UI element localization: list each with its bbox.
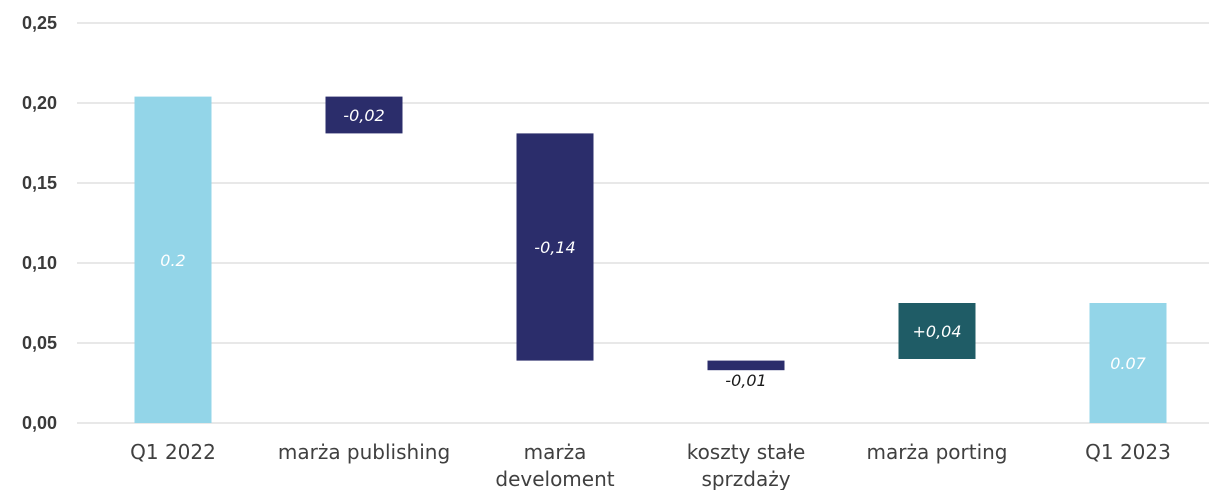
- bar-5: [898, 303, 976, 359]
- data-label-2: -0,02: [343, 106, 384, 125]
- data-label-5: +0,04: [912, 322, 961, 341]
- x-tick-label: marża: [524, 440, 587, 464]
- y-axis-ticks: 0,00 0,05 0,10 0,15 0,20 0,25: [22, 13, 57, 433]
- x-tick-label: Q1 2022: [130, 440, 216, 464]
- bars: [134, 96, 1167, 423]
- bar-2: [325, 96, 403, 134]
- bar-6: [1089, 303, 1167, 423]
- y-tick-label: 0,25: [22, 13, 57, 33]
- x-tick-label: develoment: [495, 467, 614, 490]
- x-tick-label: koszty stałe: [687, 440, 806, 464]
- y-tick-label: 0,20: [22, 93, 57, 113]
- x-tick-label: Q1 2023: [1085, 440, 1171, 464]
- x-tick-label: marża publishing: [278, 440, 450, 464]
- x-tick-label: marża porting: [867, 440, 1008, 464]
- data-labels: 0.2 -0,02 -0,14 -0,01 +0,04 0.07: [160, 106, 1147, 392]
- x-tick-label: sprzdaży: [701, 467, 790, 490]
- data-label-background: [720, 371, 772, 392]
- data-label-4: -0,01: [725, 371, 766, 390]
- x-axis-ticks: Q1 2022 marża publishing marża develoment ko…: [130, 440, 1171, 490]
- data-label-1: 0.2: [160, 251, 185, 270]
- y-tick-label: 0,00: [22, 413, 57, 433]
- data-label-6: 0.07: [1110, 354, 1146, 373]
- bar-1: [134, 96, 212, 423]
- y-tick-label: 0,15: [22, 173, 57, 193]
- bar-4: [707, 360, 785, 371]
- data-label-3: -0,14: [534, 238, 575, 257]
- gridlines: [77, 22, 1209, 424]
- bar-3: [516, 133, 594, 361]
- y-tick-label: 0,05: [22, 333, 57, 353]
- y-tick-label: 0,10: [22, 253, 57, 273]
